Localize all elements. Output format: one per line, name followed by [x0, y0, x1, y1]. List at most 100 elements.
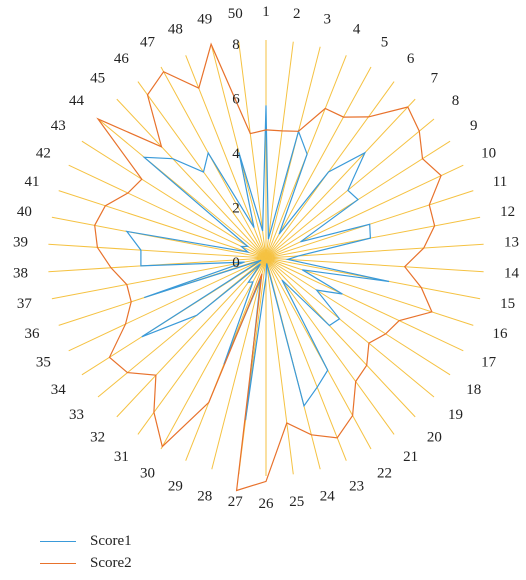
category-label-50: 50 — [228, 6, 243, 22]
spoke-23 — [265, 257, 347, 461]
category-label-47: 47 — [140, 34, 156, 50]
spoke-12 — [265, 216, 481, 259]
spoke-42 — [68, 164, 267, 259]
radial-tick-2: 2 — [232, 201, 240, 217]
radial-tick-labels: 0 2 4 6 8 — [232, 37, 240, 271]
spoke-37 — [51, 257, 267, 300]
category-label-4: 4 — [353, 21, 361, 37]
spoke-14 — [265, 257, 484, 273]
category-label-46: 46 — [114, 51, 130, 67]
category-label-17: 17 — [481, 355, 497, 371]
spoke-13 — [265, 243, 484, 259]
spoke-30 — [160, 257, 267, 450]
category-label-24: 24 — [320, 488, 336, 504]
category-label-33: 33 — [69, 407, 84, 423]
spoke-45 — [116, 98, 267, 259]
category-label-12: 12 — [500, 204, 515, 220]
radial-tick-4: 4 — [232, 146, 240, 162]
category-label-44: 44 — [69, 93, 85, 109]
category-label-22: 22 — [377, 466, 392, 482]
legend-label-score1: Score1 — [90, 532, 132, 549]
spoke-41 — [58, 190, 267, 259]
legend: Score1 Score2 — [40, 530, 132, 574]
category-label-7: 7 — [431, 71, 439, 87]
radial-tick-0: 0 — [232, 255, 240, 271]
legend-swatch-score2 — [40, 562, 76, 564]
category-label-9: 9 — [470, 118, 478, 134]
spoke-40 — [51, 216, 267, 259]
legend-item-score2: Score2 — [40, 552, 132, 574]
category-label-41: 41 — [25, 174, 40, 190]
category-label-25: 25 — [289, 494, 304, 510]
category-label-48: 48 — [168, 21, 183, 37]
spoke-6 — [265, 81, 395, 259]
spoke-20 — [265, 257, 416, 418]
category-label-29: 29 — [168, 479, 183, 495]
spoke-17 — [265, 257, 464, 352]
category-label-6: 6 — [407, 51, 415, 67]
category-label-14: 14 — [504, 265, 520, 281]
spoke-18 — [265, 257, 451, 376]
spoke-33 — [97, 257, 267, 398]
category-label-38: 38 — [13, 265, 28, 281]
category-label-43: 43 — [51, 118, 66, 134]
category-label-39: 39 — [13, 235, 28, 251]
category-label-27: 27 — [228, 494, 244, 510]
category-label-37: 37 — [17, 296, 33, 312]
spoke-43 — [81, 140, 267, 259]
spoke-8 — [265, 118, 435, 259]
spoke-2 — [265, 41, 294, 259]
category-label-10: 10 — [481, 145, 496, 161]
radial-tick-6: 6 — [232, 92, 240, 108]
category-label-45: 45 — [90, 71, 105, 87]
radar-chart: 1 2 34567891011121314151617181920212223242… — [13, 4, 520, 512]
category-label-49: 49 — [197, 12, 212, 28]
category-label-21: 21 — [403, 449, 418, 465]
series-lines — [94, 42, 442, 492]
category-label-36: 36 — [25, 326, 41, 342]
spoke-39 — [48, 243, 267, 259]
spoke-50 — [238, 41, 267, 259]
category-label-28: 28 — [197, 488, 212, 504]
category-label-30: 30 — [140, 466, 155, 482]
category-label-3: 3 — [323, 12, 331, 28]
category-label-20: 20 — [427, 429, 442, 445]
spoke-44 — [97, 118, 267, 259]
spoke-32 — [116, 257, 267, 418]
spoke-35 — [68, 257, 267, 352]
radial-tick-8: 8 — [232, 37, 240, 53]
category-label-34: 34 — [51, 382, 67, 398]
category-label-40: 40 — [17, 204, 32, 220]
category-label-11: 11 — [493, 174, 507, 190]
category-label-16: 16 — [493, 326, 509, 342]
category-label-15: 15 — [500, 296, 515, 312]
category-label-5: 5 — [381, 34, 389, 50]
category-label-19: 19 — [448, 407, 463, 423]
spoke-10 — [265, 164, 464, 259]
series-line-score1 — [125, 105, 390, 421]
category-label-35: 35 — [36, 355, 51, 371]
spoke-28 — [211, 257, 267, 470]
category-label-42: 42 — [36, 145, 51, 161]
legend-item-score1: Score1 — [40, 530, 132, 552]
spoke-7 — [265, 98, 416, 259]
category-label-18: 18 — [466, 382, 481, 398]
category-label-13: 13 — [504, 235, 519, 251]
legend-swatch-score1 — [40, 540, 76, 542]
category-label-32: 32 — [90, 429, 105, 445]
spoke-5 — [265, 66, 372, 259]
category-label-31: 31 — [114, 449, 129, 465]
category-label-23: 23 — [349, 479, 364, 495]
radar-spokes — [48, 40, 484, 476]
series-line-score2 — [94, 42, 442, 492]
category-label-8: 8 — [452, 93, 460, 109]
spoke-16 — [265, 257, 474, 326]
spoke-21 — [265, 257, 395, 435]
spoke-22 — [265, 257, 372, 450]
category-label-2: 2 — [293, 6, 301, 22]
spoke-46 — [137, 81, 267, 259]
category-label-1: 1 — [262, 4, 270, 20]
legend-label-score2: Score2 — [90, 554, 132, 571]
spoke-25 — [265, 257, 294, 475]
spoke-31 — [137, 257, 267, 435]
